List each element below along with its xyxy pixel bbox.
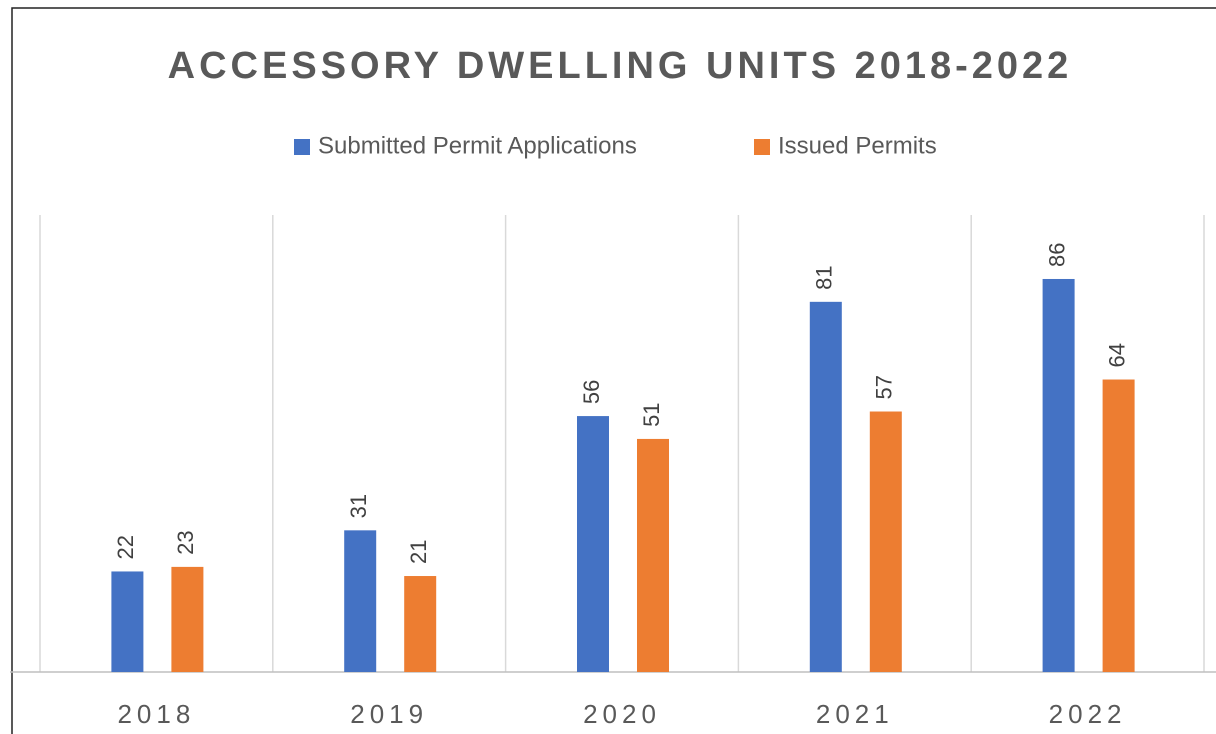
bar <box>1102 379 1135 672</box>
x-tick-label: 2022 <box>1049 699 1127 729</box>
data-label: 86 <box>1044 242 1069 266</box>
x-tick-label: 2020 <box>583 699 661 729</box>
x-tick-label: 2018 <box>117 699 195 729</box>
legend-label: Submitted Permit Applications <box>318 132 637 159</box>
x-tick-label: 2019 <box>350 699 428 729</box>
legend-swatch <box>294 139 310 155</box>
data-label: 56 <box>579 380 604 404</box>
chart-frame <box>11 7 1216 734</box>
bar <box>577 416 609 672</box>
bar <box>637 438 669 672</box>
data-label: 51 <box>639 402 664 426</box>
bar <box>1042 278 1075 672</box>
data-label: 81 <box>812 265 837 289</box>
data-label: 31 <box>346 494 371 518</box>
data-label: 23 <box>173 530 198 554</box>
data-label: 21 <box>406 540 431 564</box>
data-label: 22 <box>113 535 138 559</box>
bar <box>809 301 842 672</box>
x-tick-label: 2021 <box>816 699 894 729</box>
bar <box>111 571 144 672</box>
data-label: 64 <box>1104 343 1129 367</box>
data-label: 57 <box>872 375 897 399</box>
bar <box>171 566 204 672</box>
legend-label: Issued Permits <box>778 132 937 159</box>
bar <box>869 411 902 672</box>
bar <box>344 530 377 672</box>
chart-title: ACCESSORY DWELLING UNITS 2018-2022 <box>168 45 1073 87</box>
legend-swatch <box>754 139 770 155</box>
bar <box>404 576 437 672</box>
